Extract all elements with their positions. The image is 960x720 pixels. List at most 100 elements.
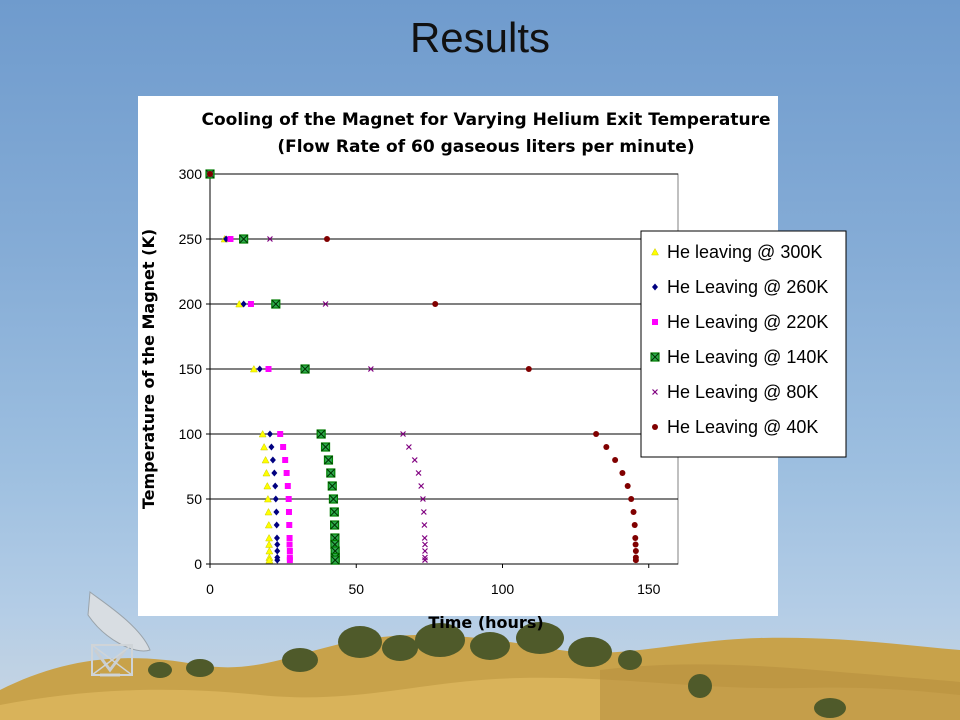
data-point — [273, 521, 280, 529]
legend — [640, 230, 847, 458]
data-point — [264, 507, 273, 516]
series-1 — [207, 170, 281, 564]
data-point — [265, 366, 272, 372]
data-point — [367, 366, 374, 372]
data-point — [260, 442, 269, 451]
data-point — [249, 364, 258, 373]
legend-marker — [650, 352, 660, 362]
y-tick-label: 0 — [194, 556, 202, 572]
data-point — [207, 171, 213, 177]
data-point — [262, 468, 271, 477]
data-point — [593, 431, 600, 437]
data-point — [632, 541, 639, 548]
y-tick-label: 250 — [179, 231, 203, 247]
data-point — [274, 547, 281, 555]
legend-marker — [652, 424, 658, 430]
data-point — [420, 509, 427, 515]
data-point — [612, 457, 619, 463]
legend-entry: He Leaving @ 140K — [667, 347, 828, 367]
data-point — [422, 541, 428, 548]
data-point — [422, 548, 428, 554]
y-tick-label: 150 — [179, 361, 203, 377]
data-point — [267, 236, 273, 242]
data-point — [630, 509, 637, 515]
data-point — [272, 482, 279, 490]
data-point — [286, 548, 293, 554]
data-point — [263, 481, 272, 490]
chart-title: Cooling of the Magnet for Varying Helium… — [201, 110, 770, 130]
chart-subtitle: (Flow Rate of 60 gaseous liters per minu… — [277, 137, 694, 157]
data-point — [284, 483, 291, 489]
data-point — [420, 496, 426, 502]
legend-marker — [652, 319, 658, 325]
data-point — [323, 455, 334, 465]
legend-marker — [652, 389, 658, 395]
y-tick-labels: 0 50 100 150 200 250 300 — [179, 166, 210, 572]
data-point — [261, 455, 270, 464]
data-point — [322, 301, 329, 307]
data-point — [272, 495, 279, 503]
data-point — [432, 301, 439, 307]
y-tick-label: 200 — [179, 296, 203, 312]
data-point — [632, 557, 639, 564]
data-point — [415, 470, 422, 476]
x-tick-label: 150 — [637, 581, 661, 597]
data-point — [628, 496, 635, 502]
data-point — [265, 540, 274, 548]
legend-entry: He Leaving @ 40K — [667, 417, 818, 437]
data-point — [240, 300, 247, 308]
data-point — [286, 535, 293, 541]
legend-entry: He Leaving @ 80K — [667, 382, 818, 402]
data-point — [326, 468, 336, 478]
data-point — [269, 456, 276, 464]
data-point — [283, 470, 290, 476]
y-tick-label: 100 — [179, 426, 203, 442]
data-point — [280, 444, 287, 450]
data-point — [227, 236, 234, 242]
data-point — [300, 364, 310, 374]
data-point — [285, 496, 292, 502]
series-2 — [207, 171, 293, 564]
x-tick-label: 50 — [348, 581, 364, 597]
data-point — [422, 557, 428, 564]
legend-entry: He Leaving @ 220K — [667, 312, 828, 332]
data-point — [263, 494, 272, 503]
data-point — [282, 457, 289, 463]
data-point — [619, 470, 626, 476]
slide-title: Results — [409, 14, 551, 61]
data-point — [421, 535, 428, 541]
data-point — [268, 443, 275, 451]
data-point — [624, 483, 631, 489]
data-point — [286, 541, 293, 548]
data-point — [603, 444, 610, 450]
data-point — [264, 520, 273, 529]
radio-telescope-icon — [87, 591, 151, 677]
y-tick-label: 300 — [179, 166, 203, 182]
data-point — [277, 431, 284, 437]
y-axis-label: Temperature of the Magnet (K) — [139, 229, 158, 509]
data-point — [286, 522, 293, 528]
data-point — [271, 469, 278, 477]
data-point — [421, 522, 428, 528]
data-point — [330, 520, 340, 530]
data-point — [525, 366, 532, 372]
data-point — [324, 236, 330, 242]
legend-marker — [651, 247, 659, 256]
legend-marker — [652, 283, 658, 291]
data-point — [316, 429, 326, 439]
data-point — [327, 481, 337, 491]
data-point — [320, 442, 331, 452]
data-point — [328, 494, 339, 504]
x-tick-label: 100 — [491, 581, 515, 597]
data-series — [205, 169, 639, 565]
data-point — [273, 508, 280, 516]
data-point — [400, 431, 406, 437]
data-point — [256, 365, 263, 373]
data-point — [274, 556, 281, 564]
x-tick-labels: 0 50 100 150 — [206, 564, 661, 597]
data-point — [632, 548, 639, 554]
data-point — [274, 541, 281, 548]
